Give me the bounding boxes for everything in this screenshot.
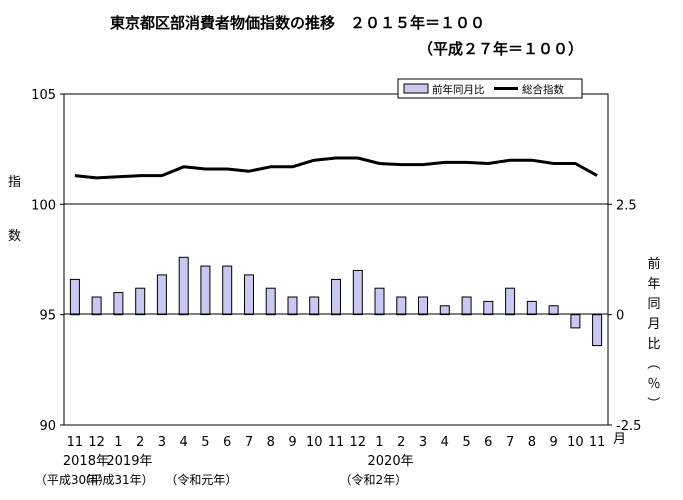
year-label: 2020年 xyxy=(368,454,414,469)
x-tick-label: 9 xyxy=(288,435,296,450)
bar xyxy=(483,300,494,316)
x-tick-label: 2 xyxy=(136,435,144,450)
x-tick-label: 10 xyxy=(306,435,323,450)
x-tick-label: 11 xyxy=(67,435,84,450)
x-tick-label: 12 xyxy=(88,435,105,450)
right-axis-label-char: ％ xyxy=(647,377,660,392)
x-tick-label: 8 xyxy=(528,435,536,450)
bar xyxy=(461,296,472,316)
bar xyxy=(396,296,407,316)
x-tick-label: 6 xyxy=(223,435,231,450)
legend-line-label: 総合指数 xyxy=(522,83,564,96)
bar xyxy=(222,265,233,316)
year-label: 2019年 xyxy=(106,454,152,469)
bar xyxy=(331,278,341,316)
x-tick-label: 6 xyxy=(484,435,492,450)
left-axis-label-char: 数 xyxy=(8,229,21,244)
right-axis-label-char: 前 xyxy=(647,256,660,272)
right-axis-label-char: （ xyxy=(645,356,660,369)
bar xyxy=(439,305,450,316)
bar xyxy=(69,278,80,316)
x-tick-label: 7 xyxy=(245,435,253,450)
legend-bar-swatch xyxy=(403,83,429,94)
x-tick-label: 8 xyxy=(267,435,275,450)
bar xyxy=(265,287,276,316)
right-tick-label: 0 xyxy=(616,309,624,324)
era-label: （平成30年） xyxy=(35,473,110,487)
x-tick-label: 11 xyxy=(589,435,606,450)
bar xyxy=(200,265,211,316)
x-tick-label: 1 xyxy=(114,435,122,450)
left-tick-label: 100 xyxy=(31,198,56,213)
legend-box xyxy=(397,78,583,99)
right-axis-label: 前年同月比 （ ％ ） xyxy=(645,256,661,410)
era-label: （令和元年） xyxy=(165,472,237,487)
x-tick-label: 5 xyxy=(201,435,209,450)
bar xyxy=(91,296,102,316)
left-tick-label: 95 xyxy=(39,309,56,324)
index-line xyxy=(74,156,598,180)
right-axis-label-char: ） xyxy=(645,396,660,409)
bar xyxy=(418,296,428,316)
plot-area xyxy=(63,93,609,426)
right-axis-label-char: 年 xyxy=(647,277,660,292)
legend-bar-label: 前年同月比 xyxy=(432,83,485,96)
bar xyxy=(570,314,581,329)
right-tick-label: 2.5 xyxy=(616,198,637,213)
x-tick-label: 2 xyxy=(397,435,405,450)
era-label: （令和2年） xyxy=(340,472,408,487)
left-axis-ticks: 90 95 100 105 xyxy=(31,88,64,434)
x-tick-label: 10 xyxy=(567,435,584,450)
line-series-index xyxy=(74,156,598,180)
x-tick-label: 4 xyxy=(441,435,449,450)
right-axis-label-char: 月 xyxy=(647,317,660,332)
left-axis-label-char: 指 xyxy=(8,175,21,190)
bar xyxy=(244,274,254,316)
left-tick-label: 105 xyxy=(31,88,56,103)
left-tick-label: 90 xyxy=(39,419,56,434)
x-tick-label: 11 xyxy=(328,435,345,450)
legend: 前年同月比 総合指数 xyxy=(397,78,583,99)
era-labels: （平成30年）（平成31年） （令和元年） （令和2年） xyxy=(35,472,407,487)
x-axis-unit: 月 xyxy=(613,432,626,447)
bar xyxy=(352,270,363,316)
bar xyxy=(287,296,298,316)
year-label: 2018年 xyxy=(63,454,109,469)
bar xyxy=(135,287,146,316)
x-tick-label: 4 xyxy=(180,435,188,450)
left-axis-label: 指数 xyxy=(8,175,21,244)
bar xyxy=(526,300,537,316)
x-tick-label: 7 xyxy=(506,435,514,450)
bar xyxy=(309,296,320,316)
x-tick-label: 1 xyxy=(375,435,383,450)
x-tick-label: 3 xyxy=(158,435,166,450)
x-tick-label: 9 xyxy=(549,435,557,450)
era-label: （平成31年） xyxy=(78,473,153,487)
right-axis-label-char: 同 xyxy=(647,297,660,312)
bar xyxy=(592,314,603,347)
chart-title-line2: （平成２７年＝１００） xyxy=(418,40,583,58)
bar xyxy=(505,287,516,316)
chart-title-line1: 東京都区部消費者物価指数の推移 ２０１５年＝１００ xyxy=(110,14,485,32)
bar-series-yoy xyxy=(69,256,603,347)
x-tick-label: 12 xyxy=(349,435,366,450)
bar xyxy=(178,256,189,316)
right-axis-label-char: 比 xyxy=(647,337,660,352)
bar xyxy=(113,292,124,316)
right-axis-ticks: -2.5 0 2.5 xyxy=(608,198,641,434)
bar xyxy=(374,287,385,316)
bar xyxy=(156,274,167,316)
x-tick-label: 5 xyxy=(462,435,470,450)
bar xyxy=(548,305,559,316)
right-tick-label: -2.5 xyxy=(616,419,641,434)
x-axis-ticks: 11 12 1 2 3 4 5 6 7 8 9 10 11 12 1 2 3 4 5 6 7 8 9 10 11 xyxy=(67,435,606,450)
x-tick-label: 3 xyxy=(419,435,427,450)
